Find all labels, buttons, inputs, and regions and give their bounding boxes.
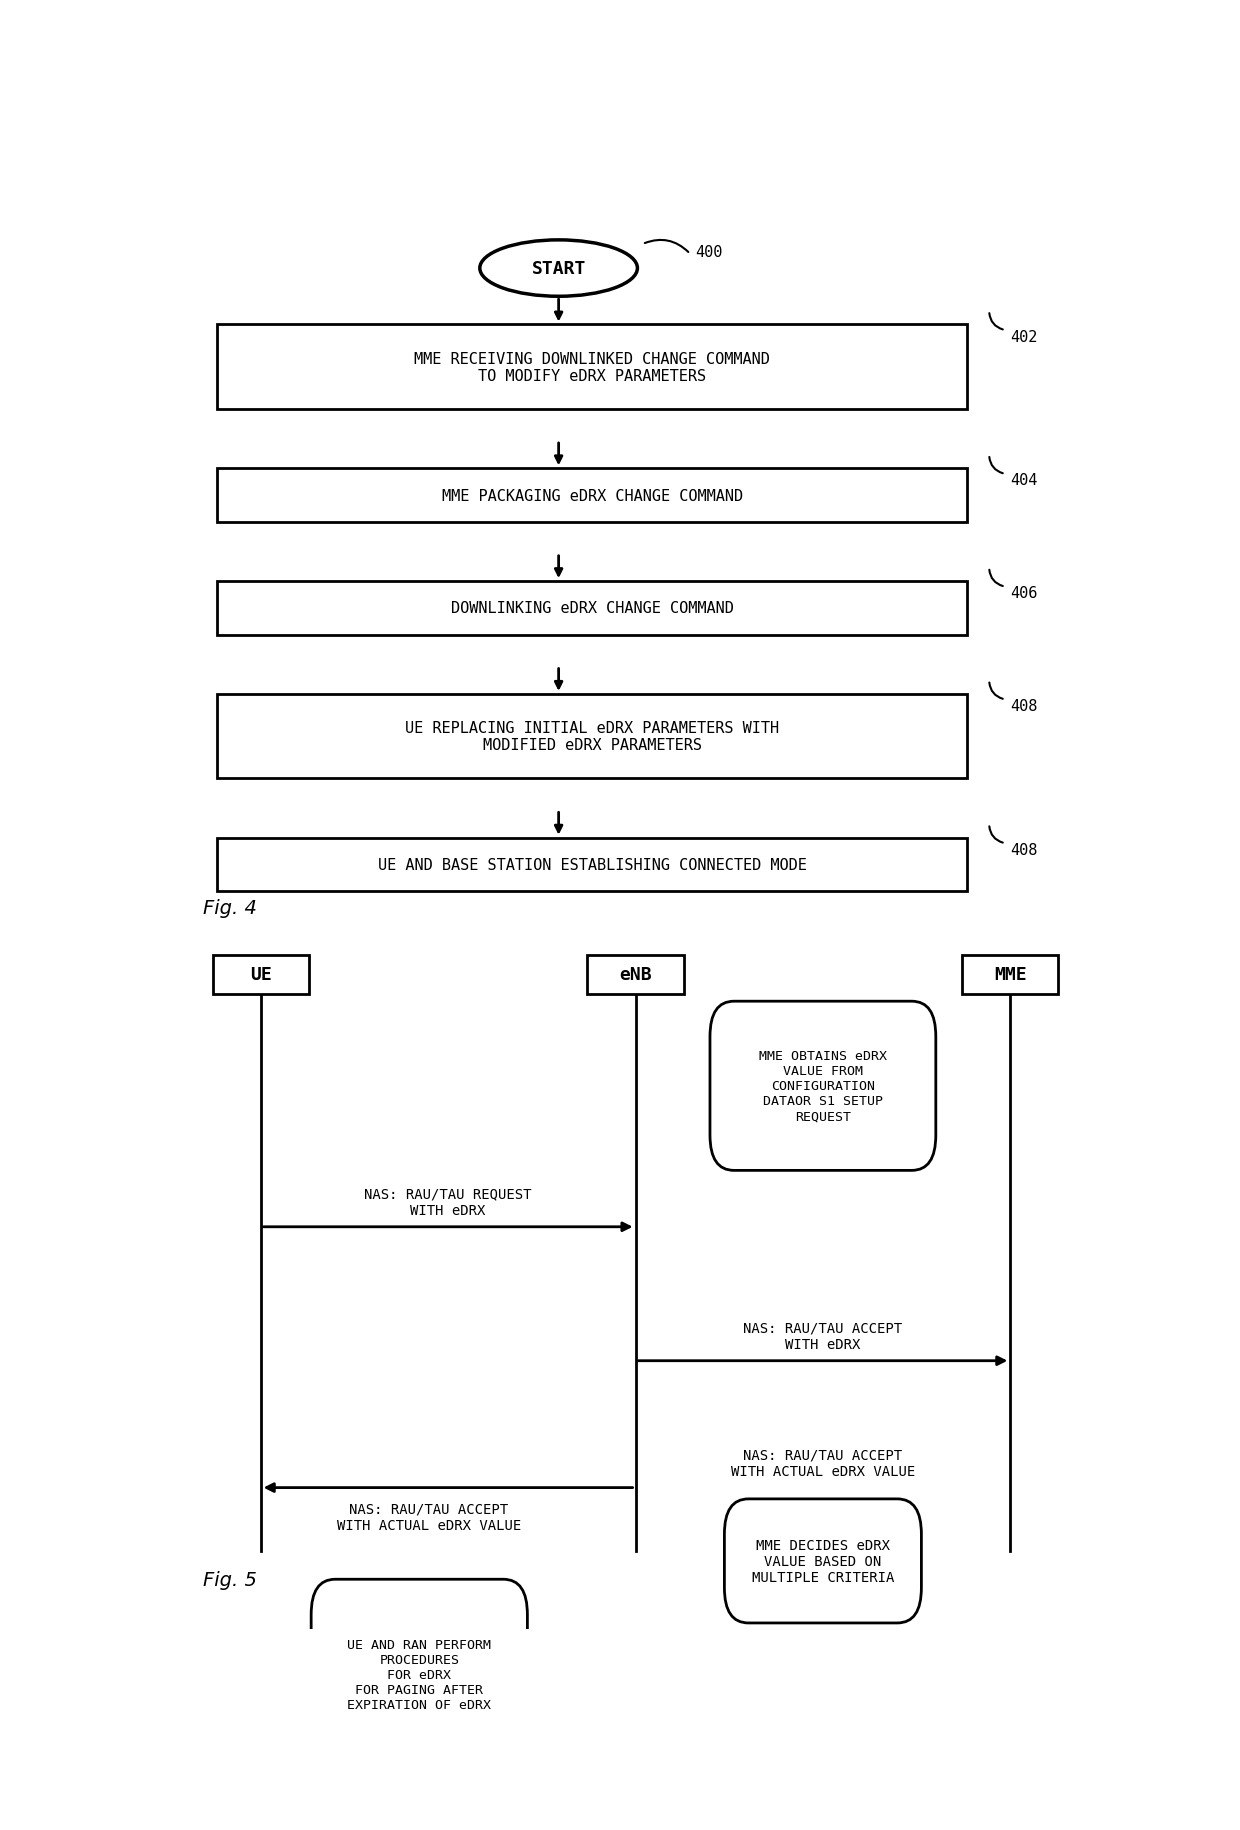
Text: 406: 406 <box>1011 586 1038 600</box>
Text: MME OBTAINS eDRX
VALUE FROM
CONFIGURATION
DATAOR S1 SETUP
REQUEST: MME OBTAINS eDRX VALUE FROM CONFIGURATIO… <box>759 1050 887 1122</box>
Text: UE REPLACING INITIAL eDRX PARAMETERS WITH
MODIFIED eDRX PARAMETERS: UE REPLACING INITIAL eDRX PARAMETERS WIT… <box>405 721 779 752</box>
Text: NAS: RAU/TAU ACCEPT
WITH ACTUAL eDRX VALUE: NAS: RAU/TAU ACCEPT WITH ACTUAL eDRX VAL… <box>730 1448 915 1479</box>
FancyBboxPatch shape <box>217 838 967 891</box>
Text: 408: 408 <box>1011 699 1038 714</box>
Text: eNB: eNB <box>619 966 652 985</box>
FancyBboxPatch shape <box>311 1579 527 1770</box>
FancyBboxPatch shape <box>962 955 1058 996</box>
Text: Fig. 4: Fig. 4 <box>203 899 257 919</box>
Text: 404: 404 <box>1011 474 1038 489</box>
FancyBboxPatch shape <box>213 955 309 996</box>
FancyBboxPatch shape <box>711 1001 936 1171</box>
Text: UE AND RAN PERFORM
PROCEDURES
FOR eDRX
FOR PAGING AFTER
EXPIRATION OF eDRX: UE AND RAN PERFORM PROCEDURES FOR eDRX F… <box>347 1638 491 1711</box>
Text: Fig. 5: Fig. 5 <box>203 1570 257 1588</box>
FancyBboxPatch shape <box>724 1499 921 1623</box>
Text: NAS: RAU/TAU ACCEPT
WITH ACTUAL eDRX VALUE: NAS: RAU/TAU ACCEPT WITH ACTUAL eDRX VAL… <box>337 1502 521 1532</box>
FancyBboxPatch shape <box>217 468 967 523</box>
Text: MME RECEIVING DOWNLINKED CHANGE COMMAND
TO MODIFY eDRX PARAMETERS: MME RECEIVING DOWNLINKED CHANGE COMMAND … <box>414 351 770 384</box>
Text: 400: 400 <box>696 245 723 260</box>
FancyBboxPatch shape <box>217 694 967 780</box>
Text: NAS: RAU/TAU ACCEPT
WITH eDRX: NAS: RAU/TAU ACCEPT WITH eDRX <box>743 1321 903 1351</box>
Text: START: START <box>532 260 585 278</box>
FancyBboxPatch shape <box>217 582 967 635</box>
FancyBboxPatch shape <box>217 326 967 410</box>
Text: MME PACKAGING eDRX CHANGE COMMAND: MME PACKAGING eDRX CHANGE COMMAND <box>441 489 743 503</box>
Text: NAS: RAU/TAU REQUEST
WITH eDRX: NAS: RAU/TAU REQUEST WITH eDRX <box>365 1188 532 1217</box>
FancyBboxPatch shape <box>588 955 683 996</box>
Text: MME: MME <box>994 966 1027 985</box>
Text: 408: 408 <box>1011 842 1038 858</box>
Text: DOWNLINKING eDRX CHANGE COMMAND: DOWNLINKING eDRX CHANGE COMMAND <box>451 600 734 617</box>
Text: UE: UE <box>249 966 272 985</box>
Text: UE AND BASE STATION ESTABLISHING CONNECTED MODE: UE AND BASE STATION ESTABLISHING CONNECT… <box>378 858 807 873</box>
Text: 402: 402 <box>1011 329 1038 344</box>
Text: MME DECIDES eDRX
VALUE BASED ON
MULTIPLE CRITERIA: MME DECIDES eDRX VALUE BASED ON MULTIPLE… <box>751 1537 894 1585</box>
Ellipse shape <box>480 242 637 296</box>
